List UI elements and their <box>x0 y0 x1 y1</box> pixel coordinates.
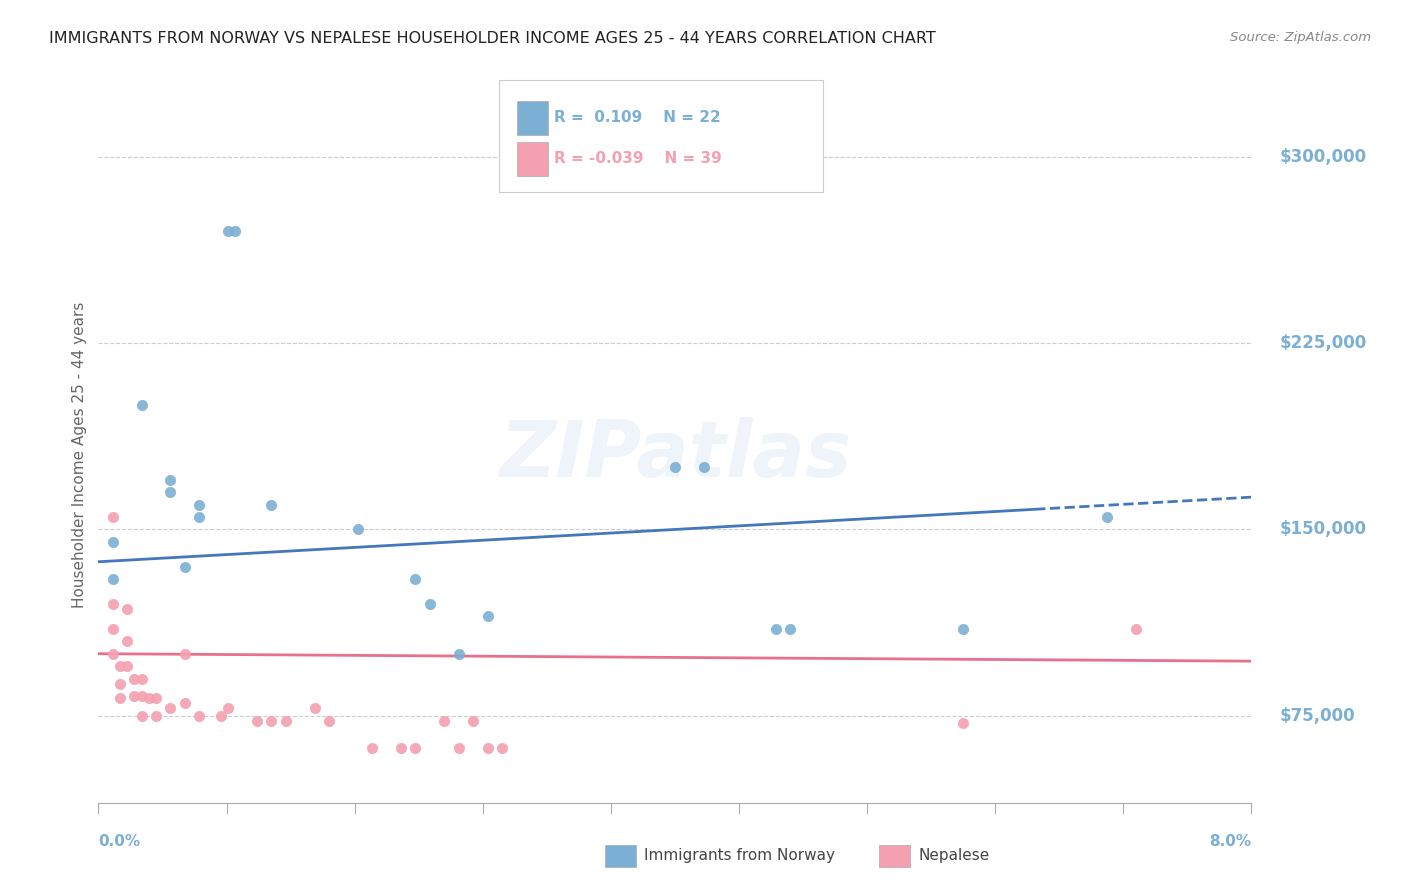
Point <box>124 672 146 686</box>
Point <box>101 647 124 661</box>
Point <box>209 708 232 723</box>
Point <box>174 647 197 661</box>
Text: $225,000: $225,000 <box>1279 334 1367 352</box>
Point <box>131 398 153 412</box>
Point <box>117 602 138 616</box>
Point <box>389 741 412 756</box>
Text: R =  0.109    N = 22: R = 0.109 N = 22 <box>554 110 721 125</box>
Point <box>117 634 138 648</box>
Point <box>779 622 801 636</box>
Point <box>131 672 153 686</box>
Point <box>101 534 124 549</box>
Point <box>477 609 499 624</box>
Point <box>952 716 974 731</box>
Point <box>274 714 297 728</box>
Point <box>131 689 153 703</box>
Text: 8.0%: 8.0% <box>1209 834 1251 849</box>
Point <box>217 701 239 715</box>
Point <box>246 714 269 728</box>
Point <box>138 691 160 706</box>
Point <box>419 597 441 611</box>
Point <box>159 485 181 500</box>
Point <box>217 224 239 238</box>
Point <box>477 741 499 756</box>
Point <box>361 741 384 756</box>
Point <box>145 691 167 706</box>
Text: R = -0.039    N = 39: R = -0.039 N = 39 <box>554 151 721 166</box>
Point <box>664 460 686 475</box>
Text: Immigrants from Norway: Immigrants from Norway <box>644 848 835 863</box>
Point <box>101 622 124 636</box>
Point <box>131 708 153 723</box>
Point <box>108 691 131 706</box>
Point <box>101 597 124 611</box>
Point <box>405 741 427 756</box>
Point <box>405 572 427 586</box>
Point <box>188 510 211 524</box>
Point <box>174 559 197 574</box>
Text: ZIPatlas: ZIPatlas <box>499 417 851 493</box>
Point <box>318 714 340 728</box>
Point <box>188 708 211 723</box>
Point <box>101 572 124 586</box>
Point <box>346 523 368 537</box>
Text: $75,000: $75,000 <box>1279 706 1355 725</box>
Point <box>145 708 167 723</box>
Text: 0.0%: 0.0% <box>98 834 141 849</box>
Text: $300,000: $300,000 <box>1279 148 1367 166</box>
Point <box>1125 622 1147 636</box>
Point <box>108 676 131 690</box>
Point <box>188 498 211 512</box>
Point <box>159 473 181 487</box>
Point <box>117 659 138 673</box>
Point <box>260 714 283 728</box>
Point <box>433 714 456 728</box>
Point <box>101 510 124 524</box>
Point <box>108 659 131 673</box>
Point <box>260 498 283 512</box>
Point <box>952 622 974 636</box>
Text: $150,000: $150,000 <box>1279 520 1367 539</box>
Point <box>447 647 470 661</box>
Text: Source: ZipAtlas.com: Source: ZipAtlas.com <box>1230 31 1371 45</box>
Point <box>765 622 787 636</box>
Point <box>461 714 484 728</box>
Point <box>491 741 513 756</box>
Point <box>159 701 181 715</box>
Point <box>174 697 197 711</box>
Point <box>124 689 146 703</box>
Text: Nepalese: Nepalese <box>918 848 990 863</box>
Point <box>1097 510 1119 524</box>
Text: IMMIGRANTS FROM NORWAY VS NEPALESE HOUSEHOLDER INCOME AGES 25 - 44 YEARS CORRELA: IMMIGRANTS FROM NORWAY VS NEPALESE HOUSE… <box>49 31 936 46</box>
Point <box>693 460 716 475</box>
Point <box>224 224 246 238</box>
Point <box>304 701 326 715</box>
Y-axis label: Householder Income Ages 25 - 44 years: Householder Income Ages 25 - 44 years <box>72 301 87 608</box>
Point <box>447 741 470 756</box>
